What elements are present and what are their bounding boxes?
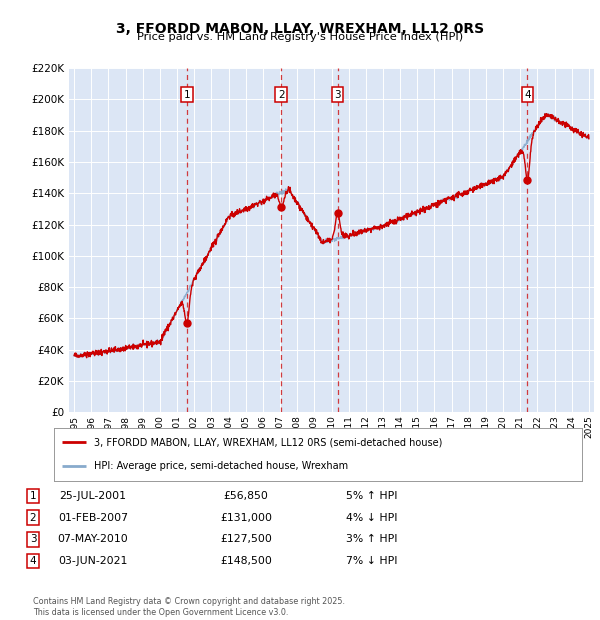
Text: 07-MAY-2010: 07-MAY-2010: [58, 534, 128, 544]
Text: 2: 2: [278, 90, 285, 100]
Text: 25-JUL-2001: 25-JUL-2001: [59, 491, 127, 501]
Text: 3% ↑ HPI: 3% ↑ HPI: [346, 534, 398, 544]
Text: 7% ↓ HPI: 7% ↓ HPI: [346, 556, 398, 566]
Text: £56,850: £56,850: [224, 491, 268, 501]
Text: 5% ↑ HPI: 5% ↑ HPI: [346, 491, 398, 501]
Text: 2: 2: [29, 513, 37, 523]
Text: 1: 1: [184, 90, 190, 100]
Text: HPI: Average price, semi-detached house, Wrexham: HPI: Average price, semi-detached house,…: [94, 461, 348, 471]
Text: £127,500: £127,500: [220, 534, 272, 544]
Text: 03-JUN-2021: 03-JUN-2021: [58, 556, 128, 566]
Text: 1: 1: [29, 491, 37, 501]
Text: 4: 4: [29, 556, 37, 566]
Text: £131,000: £131,000: [220, 513, 272, 523]
Text: 3: 3: [334, 90, 341, 100]
Text: Contains HM Land Registry data © Crown copyright and database right 2025.
This d: Contains HM Land Registry data © Crown c…: [33, 598, 345, 617]
Text: 4% ↓ HPI: 4% ↓ HPI: [346, 513, 398, 523]
Text: Price paid vs. HM Land Registry's House Price Index (HPI): Price paid vs. HM Land Registry's House …: [137, 32, 463, 42]
Text: 3: 3: [29, 534, 37, 544]
Text: 3, FFORDD MABON, LLAY, WREXHAM, LL12 0RS: 3, FFORDD MABON, LLAY, WREXHAM, LL12 0RS: [116, 22, 484, 36]
Text: 4: 4: [524, 90, 531, 100]
Text: 01-FEB-2007: 01-FEB-2007: [58, 513, 128, 523]
Text: £148,500: £148,500: [220, 556, 272, 566]
Text: 3, FFORDD MABON, LLAY, WREXHAM, LL12 0RS (semi-detached house): 3, FFORDD MABON, LLAY, WREXHAM, LL12 0RS…: [94, 437, 442, 447]
